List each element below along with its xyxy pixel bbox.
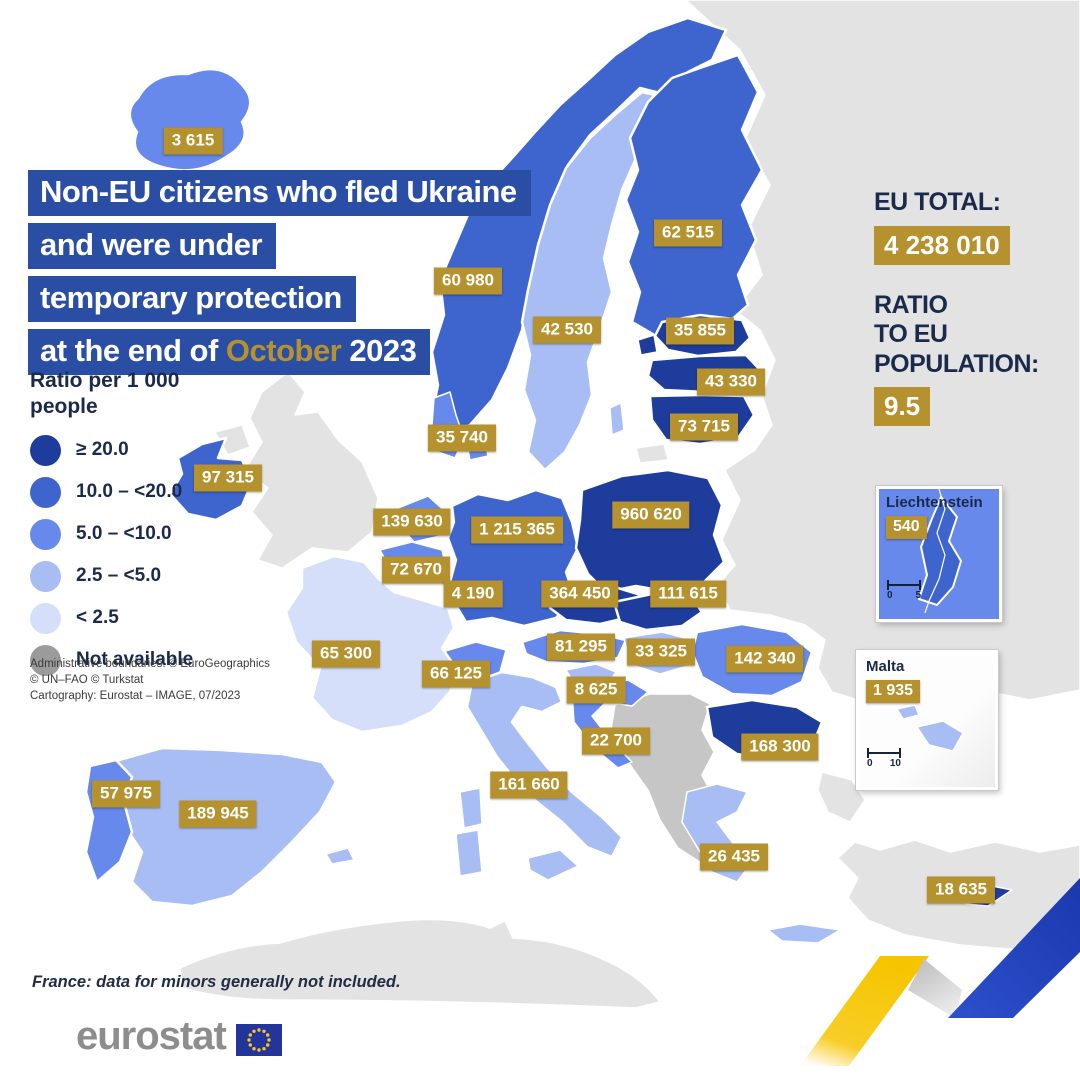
ratio-label: RATIO TO EU POPULATION: bbox=[874, 291, 1039, 380]
value-badge-malta: 1 935 bbox=[866, 680, 921, 703]
eu-flag-stars bbox=[247, 1027, 271, 1052]
scalebar-line bbox=[867, 748, 901, 758]
inset-malta: Malta 1 935 0 10 bbox=[856, 650, 998, 790]
eu-stats-panel: EU TOTAL: 4 238 010 RATIO TO EU POPULATI… bbox=[874, 188, 1039, 426]
legend-label: 10.0 – <20.0 bbox=[76, 481, 183, 502]
ukraine-ribbon-graphic bbox=[800, 878, 1080, 1066]
country-poland bbox=[574, 468, 726, 594]
legend-color-swatch bbox=[30, 602, 61, 634]
title-line-3: temporary protection bbox=[28, 276, 356, 322]
legend-item: 10.0 – <20.0 bbox=[30, 476, 193, 508]
legend-item: 2.5 – <5.0 bbox=[30, 560, 193, 592]
scalebar-line bbox=[887, 580, 921, 590]
eurostat-logo-text: eurostat bbox=[76, 1014, 227, 1058]
country-sweden bbox=[520, 90, 670, 472]
legend-title-line1: Ratio per 1 000 bbox=[30, 369, 180, 392]
island-saaremaa bbox=[637, 334, 658, 356]
title-line4-prefix: at the end of bbox=[40, 333, 226, 368]
legend-title: Ratio per 1 000 people bbox=[30, 368, 193, 421]
island-gotland bbox=[609, 402, 625, 436]
malta-scalebar: 0 10 bbox=[867, 748, 901, 769]
credit-line-cartography: Cartography: Eurostat – IMAGE, 07/2023 bbox=[30, 690, 241, 703]
scale-end: 10 bbox=[889, 758, 901, 769]
country-lithuania bbox=[648, 393, 756, 446]
legend-color-swatch bbox=[30, 560, 61, 592]
island-sardinia bbox=[455, 829, 483, 877]
page-title: Non-EU citizens who fled Ukraine and wer… bbox=[28, 170, 531, 382]
credit-line-sources: © UN–FAO © Turkstat bbox=[30, 674, 144, 687]
eurostat-logo: eurostat bbox=[76, 1014, 282, 1059]
island-corsica bbox=[459, 787, 483, 829]
country-malta bbox=[916, 720, 964, 752]
credits-text: Administrative boundaries: © EuroGeograp… bbox=[30, 656, 270, 704]
country-estonia bbox=[653, 313, 752, 358]
legend-label: 2.5 – <5.0 bbox=[76, 565, 162, 586]
malta-map bbox=[896, 704, 964, 752]
legend-color-swatch bbox=[30, 434, 61, 466]
eu-total-value: 4 238 010 bbox=[874, 225, 1010, 265]
island-gozo bbox=[896, 704, 920, 720]
legend-color-swatch bbox=[30, 476, 61, 508]
legend-color-swatch bbox=[30, 644, 61, 676]
country-kaliningrad bbox=[635, 443, 669, 464]
title-line4-month: October bbox=[225, 333, 342, 368]
title-line-4: at the end of October 2023 bbox=[28, 329, 431, 375]
country-liechtenstein bbox=[918, 496, 962, 606]
ribbon-yellow-band bbox=[800, 956, 929, 1066]
inset-malta-title: Malta bbox=[866, 658, 905, 675]
river-line bbox=[924, 489, 946, 613]
legend-label: ≥ 20.0 bbox=[76, 439, 129, 460]
legend-label: Not available bbox=[76, 649, 194, 670]
legend-item: Not available bbox=[30, 644, 194, 676]
island-sicily bbox=[527, 849, 579, 881]
credit-line-boundaries: Administrative boundaries: © EuroGeograp… bbox=[30, 658, 270, 670]
island-crete bbox=[767, 923, 841, 944]
legend-label: 5.0 – <10.0 bbox=[76, 523, 172, 544]
islands-balearic bbox=[325, 847, 355, 865]
title-line4-suffix: 2023 bbox=[341, 333, 417, 368]
inset-liechtenstein: Liechtenstein 540 0 5 bbox=[876, 486, 1002, 622]
eu-flag-icon bbox=[235, 1023, 282, 1056]
country-finland bbox=[624, 53, 764, 344]
france-footnote: France: data for minors generally not in… bbox=[32, 973, 401, 991]
legend-item: 5.0 – <10.0 bbox=[30, 518, 193, 550]
legend: Ratio per 1 000 people ≥ 20.0 10.0 – <20.… bbox=[30, 368, 193, 687]
ratio-label-line2: TO EU bbox=[874, 320, 948, 348]
legend-items: ≥ 20.0 10.0 – <20.0 5.0 – <10.0 2.5 – <5.0 <… bbox=[30, 434, 194, 676]
legend-item: ≥ 20.0 bbox=[30, 434, 193, 466]
value-badge-liechtenstein: 540 bbox=[886, 516, 927, 539]
ratio-label-line1: RATIO bbox=[874, 290, 948, 319]
scale-start: 0 bbox=[887, 590, 893, 601]
country-northern-ireland bbox=[214, 424, 251, 456]
ratio-value: 9.5 bbox=[874, 387, 931, 426]
title-line-1: Non-EU citizens who fled Ukraine bbox=[28, 170, 531, 216]
legend-item: < 2.5 bbox=[30, 602, 193, 634]
ribbon-gray-fold bbox=[908, 959, 962, 1018]
legend-color-swatch bbox=[30, 518, 61, 550]
country-italy bbox=[465, 670, 624, 859]
country-turkey-thrace bbox=[817, 771, 866, 823]
ratio-label-line3: POPULATION: bbox=[874, 349, 1039, 378]
eu-total-label: EU TOTAL: bbox=[874, 188, 1001, 216]
country-latvia bbox=[646, 353, 764, 394]
inset-liechtenstein-title: Liechtenstein bbox=[886, 494, 983, 511]
liechtenstein-scalebar: 0 5 bbox=[887, 580, 921, 601]
legend-title-line2: people bbox=[30, 395, 98, 419]
ribbon-blue-band bbox=[948, 878, 1080, 1018]
scale-end: 5 bbox=[915, 590, 921, 601]
island-zealand bbox=[465, 435, 489, 461]
region-north-africa bbox=[179, 918, 661, 1009]
scale-start: 0 bbox=[867, 758, 873, 769]
legend-label: < 2.5 bbox=[76, 607, 119, 628]
title-line-2: and were under bbox=[28, 223, 277, 269]
